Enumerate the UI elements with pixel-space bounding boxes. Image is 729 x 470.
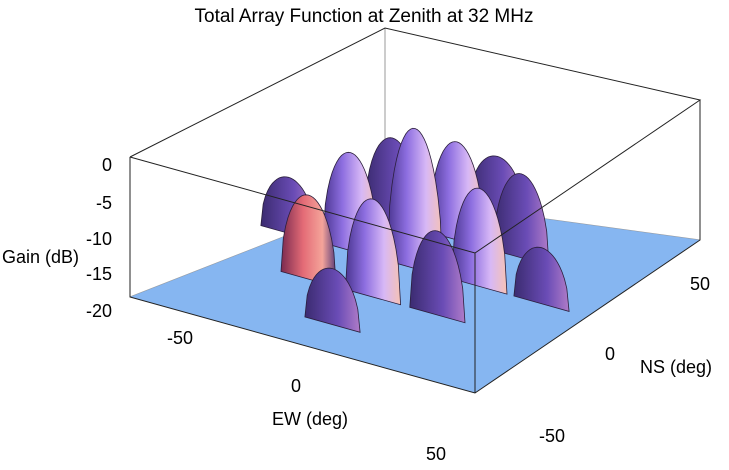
chart-title: Total Array Function at Zenith at 32 MHz: [195, 6, 534, 27]
lobe-10: [344, 198, 402, 306]
y-axis: -50 0 50 NS (deg): [539, 274, 712, 446]
z-tick-1: -5: [96, 193, 112, 213]
y-tick-2: 50: [690, 274, 710, 294]
front-box-edges: [129, 27, 702, 394]
y-tick-1: 0: [605, 344, 615, 364]
z-tick-4: -20: [86, 301, 112, 321]
y-axis-label: NS (deg): [640, 357, 712, 377]
y-tick-0: -50: [539, 426, 565, 446]
lobes-group: [260, 127, 570, 333]
lobe-12: [304, 267, 361, 333]
lobe-8: [513, 246, 570, 312]
lobe-7: [451, 187, 508, 295]
x-axis-label: EW (deg): [272, 409, 348, 429]
z-tick-3: -15: [86, 264, 112, 284]
x-tick-2: 50: [426, 444, 446, 464]
x-tick-0: -50: [167, 328, 193, 348]
x-axis: -50 0 50 EW (deg): [167, 328, 446, 464]
x-tick-1: 0: [291, 376, 301, 396]
lobe-9: [280, 194, 337, 288]
z-tick-0: 0: [102, 155, 112, 175]
z-axis: 0 -5 -10 -15 -20 Gain (dB): [2, 155, 112, 321]
lobe-3: [493, 173, 550, 267]
z-axis-label: Gain (dB): [2, 247, 79, 267]
lobe-11: [409, 230, 466, 324]
z-tick-2: -10: [86, 229, 112, 249]
